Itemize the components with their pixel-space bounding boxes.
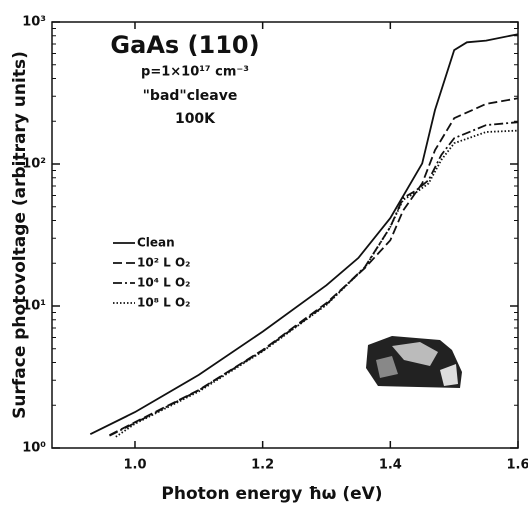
y-tick-label: 10¹ [22, 299, 46, 314]
x-tick-label: 1.0 [123, 458, 146, 473]
annotation: 100K [175, 111, 216, 127]
y-tick-label: 10² [22, 157, 46, 172]
legend-label: 10⁴ L O₂ [137, 276, 190, 290]
series-line [89, 33, 519, 436]
series-line [115, 129, 519, 438]
y-tick-label: 10³ [22, 15, 46, 30]
y-axis-label: Surface photovoltage (arbitrary units) [10, 51, 30, 419]
x-axis-label: Photon energy ħω (eV) [161, 484, 382, 504]
series-line [109, 97, 519, 437]
annotation: p=1×10¹⁷ cm⁻³ [141, 65, 249, 80]
x-tick-label: 1.6 [506, 458, 528, 473]
plot-frame [51, 21, 519, 449]
x-tick-label: 1.2 [251, 458, 274, 473]
x-tick-label: 1.4 [379, 458, 402, 473]
legend-label: 10² L O₂ [137, 256, 190, 270]
annotation: GaAs (110) [110, 31, 259, 59]
y-tick-label: 10⁰ [22, 441, 46, 456]
series-line [109, 121, 519, 437]
legend-label: Clean [137, 236, 175, 250]
crystal-inset [366, 336, 462, 388]
annotation: "bad"cleave [143, 88, 238, 104]
legend-label: 10⁸ L O₂ [137, 296, 190, 310]
